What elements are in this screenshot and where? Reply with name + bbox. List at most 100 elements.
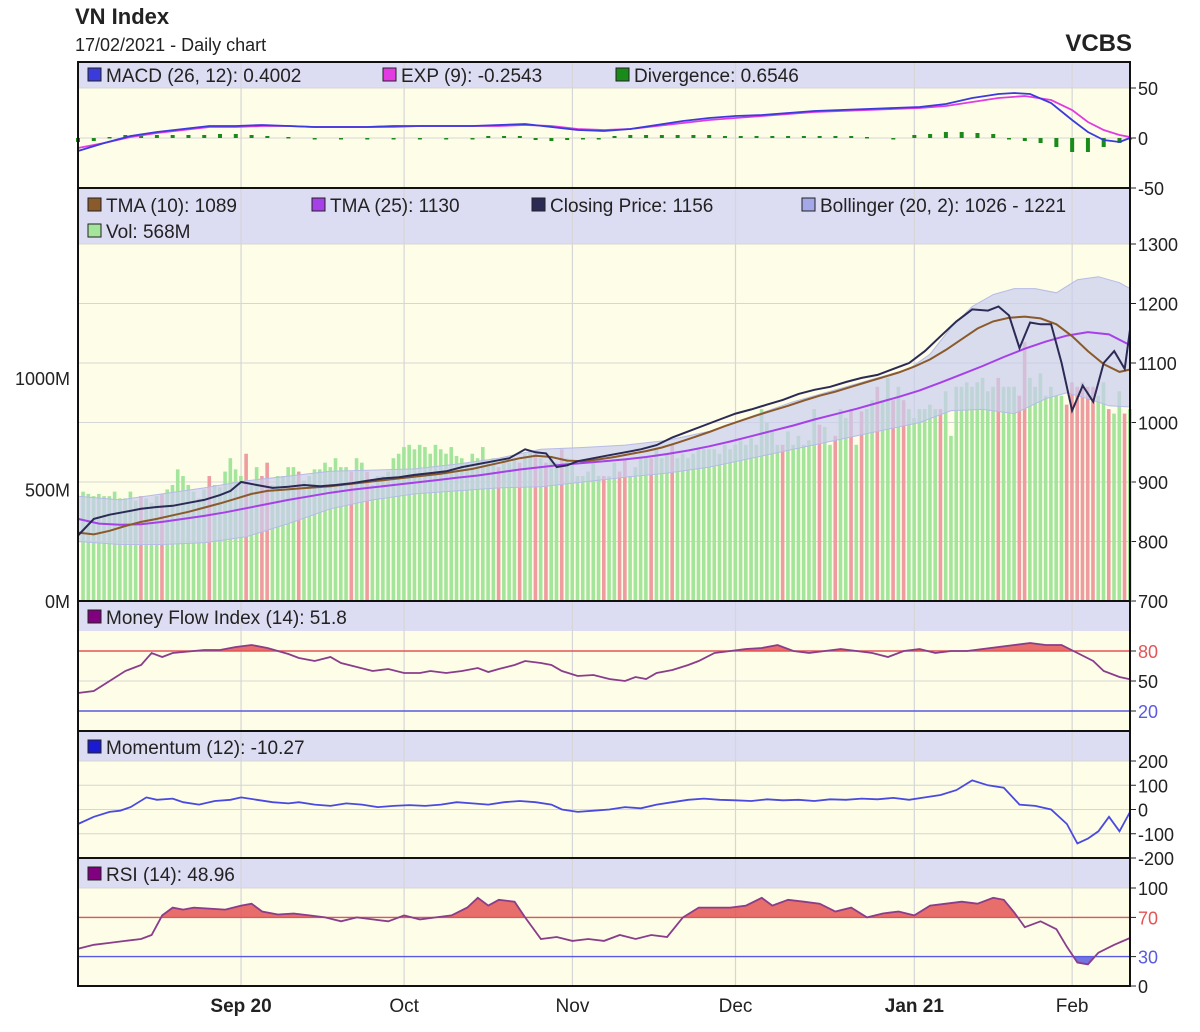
volume-bar <box>701 449 706 601</box>
volume-bar <box>964 382 969 601</box>
divergence-bar <box>186 135 191 138</box>
volume-bar <box>517 462 522 601</box>
volume-bar <box>691 453 696 601</box>
volume-bar <box>644 458 648 601</box>
divergence-bar <box>1085 138 1090 152</box>
volume-bar <box>891 400 895 601</box>
volume-bar <box>302 480 306 601</box>
divergence-bar <box>417 138 422 140</box>
divergence-bar <box>849 136 854 138</box>
rsi-y-tick-label: 100 <box>1138 879 1168 899</box>
volume-bar <box>607 476 611 601</box>
divergence-bar <box>139 135 144 138</box>
volume-bar <box>886 377 890 601</box>
divergence-bar <box>391 138 396 140</box>
divergence-bar <box>312 138 317 140</box>
volume-bar <box>659 458 664 601</box>
volume-bar <box>275 476 280 601</box>
volume-bar <box>602 476 606 601</box>
divergence-bar <box>1022 138 1027 141</box>
divergence-bar <box>1054 138 1059 147</box>
volume-bar <box>465 462 469 601</box>
divergence-bar <box>1070 138 1075 152</box>
volume-bar <box>1112 413 1116 601</box>
divergence-bar <box>470 138 475 140</box>
momentum-legend-bar <box>78 731 1130 761</box>
divergence-bar <box>502 136 507 138</box>
volume-bar <box>917 409 922 601</box>
divergence-bar <box>365 138 370 140</box>
rsi-legend-swatch <box>87 866 102 881</box>
volume-bar <box>370 484 375 601</box>
divergence-bar <box>517 136 522 138</box>
divergence-bar <box>218 134 223 138</box>
divergence-bar <box>444 138 449 140</box>
divergence-bar <box>738 136 743 138</box>
volume-bar <box>565 458 569 601</box>
divergence-bar <box>154 135 159 138</box>
volume-bar <box>133 500 138 601</box>
divergence-bar <box>644 135 649 138</box>
volume-bar <box>412 449 417 601</box>
price-legend-swatch <box>801 197 816 212</box>
volume-bar <box>738 440 743 601</box>
volume-bar <box>391 458 396 601</box>
volume-bar <box>780 444 785 601</box>
volume-bar <box>717 453 722 601</box>
volume-bar <box>1064 404 1069 601</box>
volume-bar <box>912 418 916 601</box>
volume-bar <box>112 491 117 601</box>
price-y-tick-label: 1000 <box>1138 414 1178 434</box>
volume-bar <box>680 453 685 601</box>
divergence-bar <box>786 136 791 138</box>
mfi-legend-label: Money Flow Index (14): 51.8 <box>106 608 347 629</box>
volume-bar <box>449 447 454 601</box>
volume-bar <box>707 449 711 601</box>
price-legend-label: Closing Price: 1156 <box>550 196 713 217</box>
volume-bar <box>128 491 133 601</box>
volume-bar <box>1012 386 1016 601</box>
volume-bar <box>970 386 974 601</box>
mfi-y-tick-label: 50 <box>1138 672 1158 692</box>
volume-bar <box>770 431 774 601</box>
volume-bar <box>1096 395 1101 601</box>
volume-bar <box>154 496 159 601</box>
momentum-line <box>77 779 1131 845</box>
divergence-bar <box>628 135 633 138</box>
price-legend-bar <box>78 188 1130 244</box>
volume-bar <box>938 409 943 601</box>
volume-bar <box>907 409 911 601</box>
volume-bar <box>675 458 680 601</box>
volume-bar <box>502 458 506 601</box>
volume-bar <box>649 458 653 601</box>
volume-bar <box>959 386 964 601</box>
volume-bar <box>470 453 475 601</box>
chart-title: VN Index <box>75 4 170 29</box>
macd-legend-label: MACD (26, 12): 0.4002 <box>106 66 301 87</box>
price-y-tick-label: 1200 <box>1138 295 1178 315</box>
volume-bar <box>296 471 301 601</box>
volume-bar <box>617 471 622 601</box>
volume-bar <box>580 476 585 601</box>
volume-bar <box>507 462 511 601</box>
volume-bar <box>1080 382 1085 601</box>
volume-bar <box>312 469 317 601</box>
volume-bar <box>670 444 674 601</box>
volume-bar <box>1043 395 1048 601</box>
volume-bar <box>733 444 738 601</box>
volume-bar <box>239 476 243 601</box>
volume-bar <box>165 489 170 601</box>
volume-bar <box>843 418 848 601</box>
mfi-overbought-fill <box>196 643 1075 651</box>
volume-bar <box>323 462 327 601</box>
divergence-bar <box>339 138 343 140</box>
volume-bar <box>149 502 154 601</box>
rsi-panel-border <box>77 857 1131 987</box>
bollinger-band <box>77 276 1131 545</box>
macd-line <box>77 92 1131 152</box>
volume-bar <box>559 449 564 601</box>
x-tick-label: Feb <box>1056 996 1089 1017</box>
volume-bar <box>870 400 874 601</box>
volume-bar <box>475 458 480 601</box>
volume-bar <box>1049 386 1053 601</box>
